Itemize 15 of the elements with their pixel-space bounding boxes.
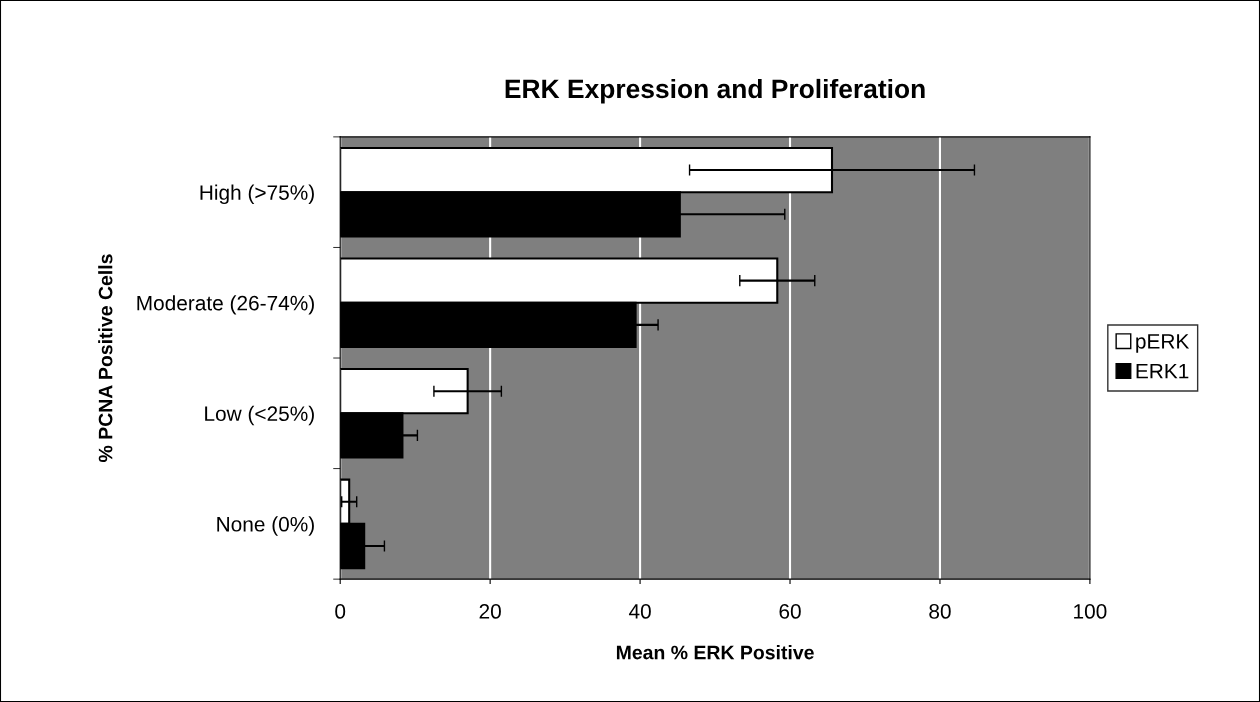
legend-label: ERK1 [1136, 363, 1189, 379]
x-tick-label: 80 [929, 604, 951, 619]
chart-title: ERK Expression and Proliferation [505, 78, 925, 104]
y-tick-label: High (>75%) [200, 184, 314, 205]
y-axis-title: % PCNA Positive Cells [98, 254, 113, 462]
x-tick-label: 60 [779, 604, 801, 619]
x-tick-label: 100 [1074, 604, 1107, 619]
y-tick-label: None (0%) [217, 516, 314, 536]
x-axis-title: Mean % ERK Positive [616, 645, 814, 660]
x-tick-label: 0 [335, 604, 346, 619]
legend-label: pERK [1136, 334, 1190, 353]
y-tick-label: Low (<25%) [205, 405, 314, 426]
x-tick-label: 20 [479, 604, 501, 619]
y-tick-label: Moderate (26-74%) [137, 295, 314, 315]
x-tick-label: 40 [628, 604, 651, 619]
